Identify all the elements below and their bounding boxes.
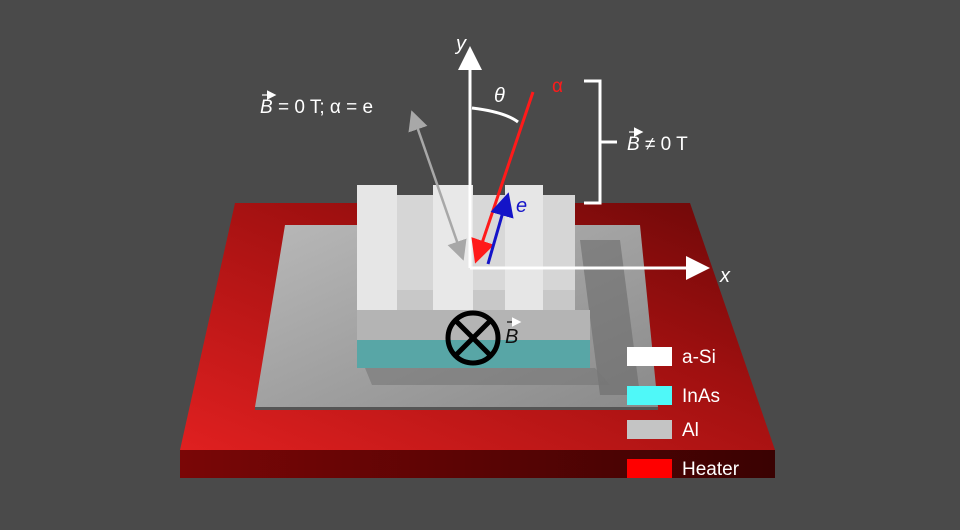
theta-arc <box>471 106 519 124</box>
field-into-page-icon <box>445 310 501 366</box>
nonzero-field-label: B ≠ 0 T <box>627 134 688 155</box>
svg-text:a-Si: a-Si <box>682 347 716 368</box>
inas-layer <box>357 340 590 368</box>
electron-label: e <box>516 195 527 217</box>
x-axis-label: x <box>719 265 731 287</box>
theta-label: θ <box>494 85 505 107</box>
bracket <box>584 79 617 205</box>
zero-field-arrow <box>408 110 467 261</box>
legend-item-heater: Heater <box>627 459 740 480</box>
svg-text:InAs: InAs <box>682 386 720 407</box>
alpha-label: α <box>552 76 563 97</box>
alpha-arrow <box>471 91 535 264</box>
svg-text:Heater: Heater <box>682 459 740 480</box>
legend-item-al: Al <box>627 420 699 441</box>
legend-item-a-si: a-Si <box>627 347 716 368</box>
svg-text:Al: Al <box>682 420 699 441</box>
electron-arrow <box>486 192 514 265</box>
y-axis-label: y <box>454 33 467 55</box>
zero-field-label: B = 0 T; α = e <box>260 97 373 118</box>
field-into-page-label: B <box>505 326 518 348</box>
a-si-ridges <box>357 185 575 310</box>
legend-item-inas: InAs <box>627 386 720 407</box>
legend: a-Si InAs Al Heater <box>627 347 740 480</box>
